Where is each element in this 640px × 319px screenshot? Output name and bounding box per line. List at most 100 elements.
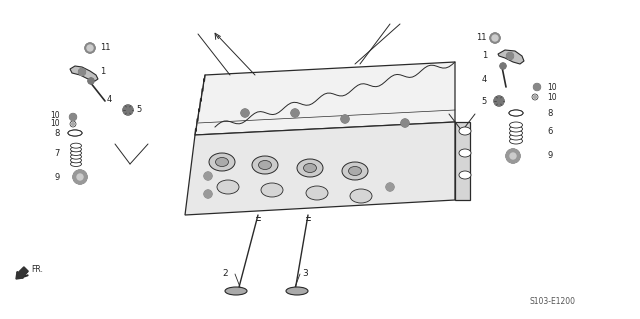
Polygon shape bbox=[70, 66, 98, 81]
Circle shape bbox=[291, 109, 299, 117]
Circle shape bbox=[492, 35, 498, 41]
Circle shape bbox=[88, 78, 94, 84]
Text: 6: 6 bbox=[547, 127, 552, 136]
Circle shape bbox=[341, 115, 349, 123]
Ellipse shape bbox=[252, 156, 278, 174]
Ellipse shape bbox=[509, 126, 522, 132]
Circle shape bbox=[123, 105, 133, 115]
Text: 1: 1 bbox=[482, 51, 487, 61]
Circle shape bbox=[532, 94, 538, 100]
Circle shape bbox=[241, 109, 249, 117]
Circle shape bbox=[534, 95, 536, 99]
Circle shape bbox=[500, 63, 506, 69]
Ellipse shape bbox=[349, 167, 362, 175]
Circle shape bbox=[291, 109, 299, 117]
Circle shape bbox=[506, 53, 513, 60]
Text: 1: 1 bbox=[100, 68, 105, 77]
Text: 8: 8 bbox=[54, 129, 60, 137]
Ellipse shape bbox=[509, 122, 522, 128]
Ellipse shape bbox=[70, 161, 81, 167]
Ellipse shape bbox=[509, 110, 523, 116]
FancyArrow shape bbox=[16, 267, 28, 279]
Ellipse shape bbox=[342, 162, 368, 180]
Text: 10: 10 bbox=[547, 83, 557, 92]
Circle shape bbox=[85, 43, 95, 53]
Ellipse shape bbox=[70, 151, 81, 155]
Text: 4: 4 bbox=[107, 94, 112, 103]
Ellipse shape bbox=[70, 158, 81, 163]
Text: 8: 8 bbox=[547, 108, 552, 117]
Text: 5: 5 bbox=[482, 97, 487, 106]
Circle shape bbox=[204, 190, 212, 198]
Ellipse shape bbox=[225, 287, 247, 295]
Text: 9: 9 bbox=[547, 152, 552, 160]
Ellipse shape bbox=[297, 159, 323, 177]
Circle shape bbox=[77, 174, 83, 180]
Ellipse shape bbox=[306, 186, 328, 200]
Circle shape bbox=[386, 183, 394, 191]
Circle shape bbox=[490, 33, 500, 43]
Text: 7: 7 bbox=[54, 149, 60, 158]
Circle shape bbox=[85, 43, 95, 53]
Circle shape bbox=[73, 170, 87, 184]
Text: 10: 10 bbox=[51, 118, 60, 128]
Ellipse shape bbox=[261, 183, 283, 197]
Ellipse shape bbox=[459, 149, 471, 157]
Text: 10: 10 bbox=[547, 93, 557, 101]
Text: 11: 11 bbox=[100, 43, 111, 53]
Polygon shape bbox=[455, 122, 470, 200]
Ellipse shape bbox=[509, 138, 522, 144]
Text: 3: 3 bbox=[302, 270, 308, 278]
Circle shape bbox=[241, 109, 249, 117]
Circle shape bbox=[204, 172, 212, 180]
Ellipse shape bbox=[286, 287, 308, 295]
Circle shape bbox=[88, 78, 94, 84]
Circle shape bbox=[510, 153, 516, 159]
Circle shape bbox=[490, 33, 500, 43]
Ellipse shape bbox=[216, 158, 228, 167]
Circle shape bbox=[506, 53, 513, 60]
Ellipse shape bbox=[459, 127, 471, 135]
Ellipse shape bbox=[509, 130, 522, 136]
Ellipse shape bbox=[70, 147, 81, 152]
Circle shape bbox=[534, 84, 541, 91]
Text: 4: 4 bbox=[482, 75, 487, 84]
Ellipse shape bbox=[303, 164, 317, 173]
Polygon shape bbox=[195, 62, 455, 135]
Circle shape bbox=[204, 172, 212, 180]
Ellipse shape bbox=[70, 154, 81, 159]
Circle shape bbox=[386, 183, 394, 191]
Circle shape bbox=[401, 119, 409, 127]
Circle shape bbox=[73, 170, 87, 184]
Circle shape bbox=[70, 114, 77, 121]
Text: 11: 11 bbox=[477, 33, 487, 42]
Ellipse shape bbox=[70, 143, 81, 148]
Circle shape bbox=[87, 45, 93, 51]
Ellipse shape bbox=[68, 130, 82, 136]
Text: 9: 9 bbox=[55, 173, 60, 182]
Circle shape bbox=[79, 69, 86, 76]
Text: 10: 10 bbox=[51, 110, 60, 120]
Circle shape bbox=[204, 190, 212, 198]
Ellipse shape bbox=[259, 160, 271, 169]
Ellipse shape bbox=[509, 134, 522, 140]
Circle shape bbox=[341, 115, 349, 123]
Text: 5: 5 bbox=[136, 106, 141, 115]
Circle shape bbox=[494, 96, 504, 106]
Ellipse shape bbox=[68, 130, 82, 136]
Ellipse shape bbox=[217, 180, 239, 194]
Ellipse shape bbox=[209, 153, 235, 171]
Ellipse shape bbox=[459, 171, 471, 179]
Ellipse shape bbox=[509, 110, 523, 116]
Circle shape bbox=[72, 122, 74, 125]
Text: FR.: FR. bbox=[31, 264, 43, 273]
Circle shape bbox=[534, 84, 541, 91]
Ellipse shape bbox=[350, 189, 372, 203]
Circle shape bbox=[70, 121, 76, 127]
Circle shape bbox=[401, 119, 409, 127]
Circle shape bbox=[123, 105, 133, 115]
Circle shape bbox=[506, 149, 520, 163]
Circle shape bbox=[79, 69, 86, 76]
Circle shape bbox=[70, 114, 77, 121]
Circle shape bbox=[500, 63, 506, 69]
